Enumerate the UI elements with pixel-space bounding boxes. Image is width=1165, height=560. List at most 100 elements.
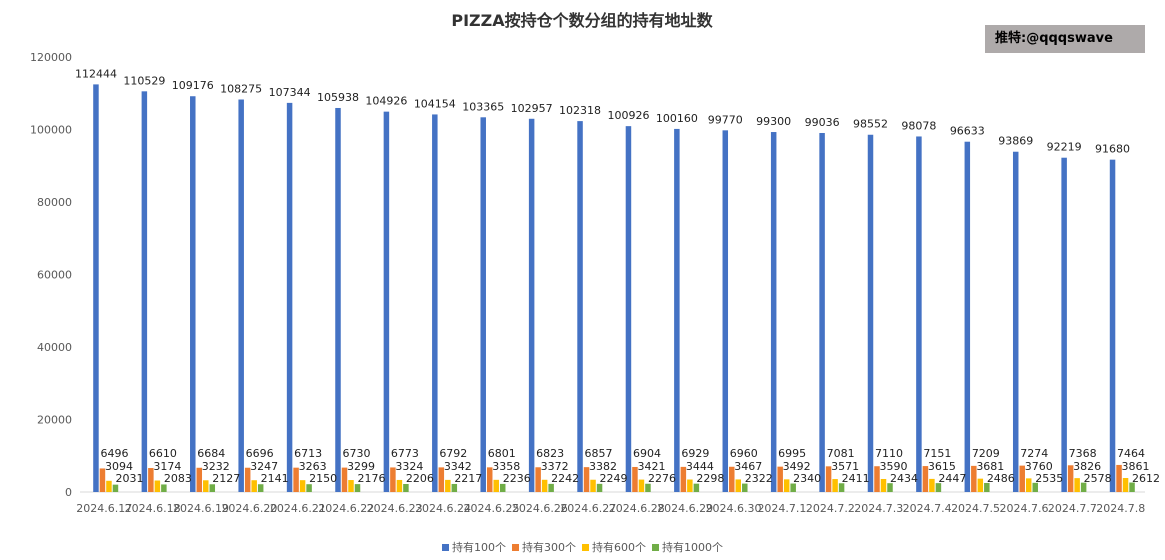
data-label: 3263 [299,460,327,473]
bar-3 [880,478,887,492]
data-label: 6995 [778,447,806,460]
x-tick-label: 2024.6.28 [609,502,665,515]
x-tick-label: 2024.7.8 [1096,502,1145,515]
x-tick-label: 2024.6.30 [706,502,762,515]
bar-2 [1116,464,1122,492]
bar-2 [874,466,880,492]
data-label: 2434 [890,472,918,485]
legend-item: 持有100个 [442,539,506,555]
bar-2 [196,467,203,492]
data-label: 3444 [686,460,714,473]
data-label: 3861 [1122,460,1150,473]
legend-swatch [582,543,589,551]
data-label: 6792 [439,447,467,460]
bar-2 [680,466,687,492]
bar-1 [577,121,583,492]
data-label: 3467 [734,460,762,473]
bar-3 [154,480,161,492]
data-label: 2217 [454,472,482,485]
x-tick-label: 2024.7.4 [903,502,952,515]
data-label: 99036 [805,116,840,129]
bar-3 [1074,478,1080,492]
x-tick-label: 2024.7.6 [999,502,1048,515]
bar-1 [964,141,971,492]
bar-3 [638,479,645,492]
data-label: 7081 [827,447,855,460]
legend-swatch [512,543,519,551]
data-label: 6684 [197,447,225,460]
legend-label: 持有300个 [522,541,576,554]
bar-1 [674,128,680,493]
data-label: 3382 [589,460,617,473]
bar-3 [445,479,451,492]
bar-2 [729,466,735,492]
bar-4 [257,484,264,492]
bar-2 [438,467,445,492]
data-label: 7368 [1069,447,1097,460]
data-label: 3174 [153,460,181,473]
x-tick-label: 2024.7.3 [854,502,903,515]
y-tick-label: 0 [65,486,72,499]
data-label: 3421 [637,460,665,473]
legend-swatch [442,543,449,551]
bar-4 [984,482,990,492]
bar-4 [548,483,554,492]
bar-2 [148,468,154,492]
data-label: 2578 [1084,472,1112,485]
bar-3 [590,479,596,492]
bar-4 [354,484,361,492]
data-label: 6801 [488,447,516,460]
bar-2 [486,467,493,492]
bar-3 [348,480,354,492]
watermark: 推特:@qqqswave [985,25,1145,53]
bar-3 [929,478,935,492]
bar-4 [1129,482,1135,492]
bar-3 [396,479,403,492]
bar-3 [251,480,257,492]
bar-4 [161,484,167,492]
x-tick-label: 2024.7.2 [806,502,855,515]
data-label: 92219 [1047,141,1082,154]
data-label: 3342 [444,460,472,473]
data-label: 2535 [1035,472,1063,485]
legend-item: 持有300个 [512,539,576,555]
bar-1 [238,99,244,493]
data-label: 3299 [347,460,375,473]
x-tick-label: 2024.6.27 [560,502,616,515]
bar-4 [499,483,506,492]
y-tick-label: 100000 [30,124,72,137]
bar-1 [819,132,825,492]
data-label: 2127 [212,472,240,485]
x-tick-label: 2024.7.7 [1048,502,1097,515]
data-label: 7151 [923,447,951,460]
bar-1 [93,84,99,492]
bar-2 [825,466,832,492]
data-label: 112444 [75,67,117,80]
data-label: 2249 [600,472,628,485]
data-label: 96633 [950,125,985,138]
bar-1 [383,111,390,492]
data-label: 3615 [928,460,956,473]
x-tick-label: 2024.6.23 [367,502,423,515]
data-label: 2486 [987,472,1015,485]
bar-2 [99,468,106,492]
data-label: 3826 [1073,460,1101,473]
data-label: 3094 [105,460,133,473]
data-label: 3590 [880,460,908,473]
data-label: 3492 [783,460,811,473]
bar-2 [1019,465,1025,492]
bar-1 [286,102,293,493]
bar-3 [687,479,693,492]
bar-1 [528,118,535,492]
bar-1 [432,114,438,493]
data-label: 3681 [976,460,1004,473]
data-label: 2298 [696,472,724,485]
bar-4 [403,484,409,492]
bar-4 [742,483,748,492]
bar-4 [935,483,942,492]
data-label: 2031 [115,472,143,485]
y-tick-label: 40000 [37,341,72,354]
data-label: 6730 [343,447,371,460]
data-label: 102957 [511,102,553,115]
